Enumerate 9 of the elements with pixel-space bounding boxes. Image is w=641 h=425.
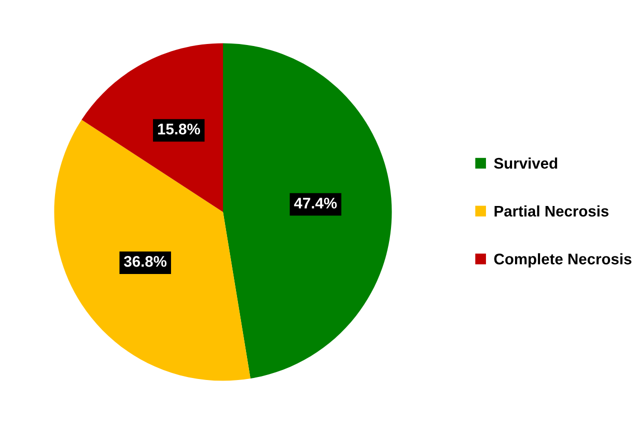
- data-label: 36.8%: [124, 256, 166, 267]
- pie-slice: [54, 120, 250, 381]
- pie-slice: [223, 43, 392, 379]
- legend-label: Complete Necrosis: [494, 253, 632, 268]
- legend-label: Survived: [494, 158, 558, 169]
- data-label: 15.8%: [158, 124, 200, 134]
- data-label: 47.4%: [294, 198, 337, 208]
- pie-slice: [82, 43, 223, 212]
- legend-label: Partial Necrosis: [494, 205, 608, 217]
